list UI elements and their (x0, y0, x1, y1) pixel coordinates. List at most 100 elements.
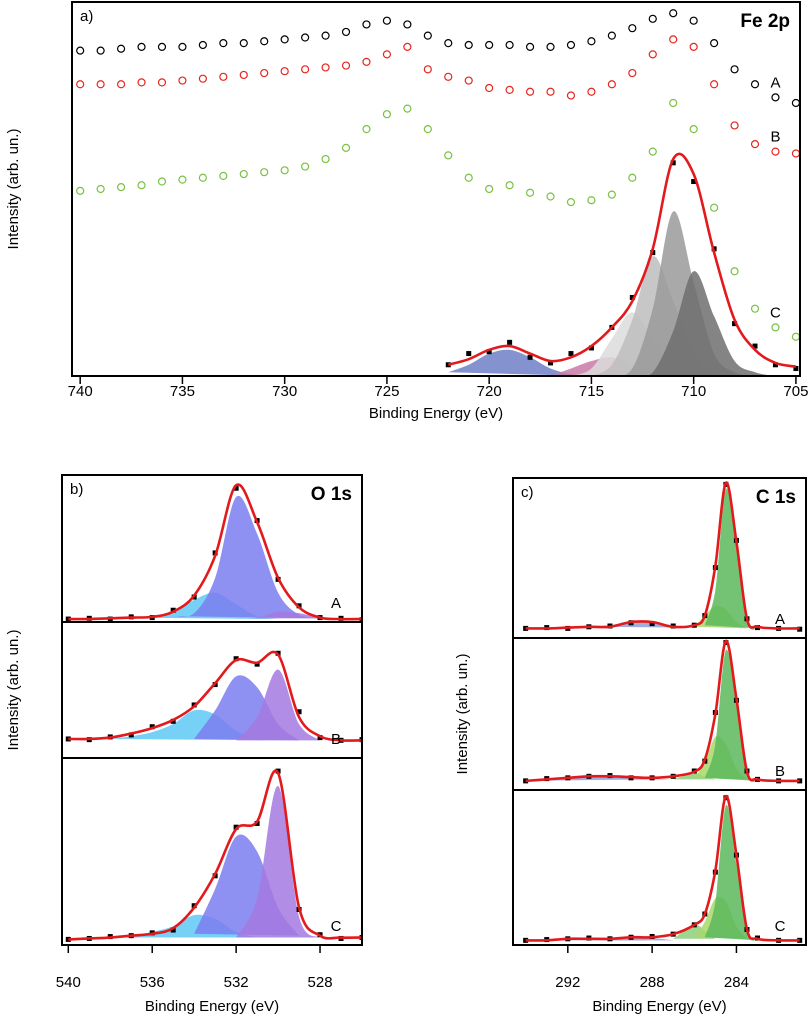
x-tick-label: 705 (783, 383, 808, 400)
data-point (649, 621, 655, 627)
data-point (566, 91, 576, 100)
fit-component (236, 669, 321, 741)
data-point (771, 323, 780, 332)
panel-label: b) (70, 481, 83, 498)
data-point (382, 110, 392, 119)
x-tick-label: 710 (681, 383, 706, 400)
y-axis-label: Intensity (arb. un.) (454, 654, 471, 775)
data-point (382, 50, 392, 59)
spectrum-label: B (775, 763, 785, 780)
fit-component (704, 488, 758, 630)
panel-label: a) (80, 8, 93, 25)
data-point (710, 39, 719, 48)
data-point (403, 104, 412, 113)
data-point (198, 40, 207, 50)
data-point (260, 68, 269, 78)
plot-area (65, 483, 362, 622)
data-point (546, 87, 555, 96)
y-axis-label: Intensity (arb. un.) (5, 129, 22, 250)
y-axis-label: Intensity (arb. un.) (5, 630, 22, 751)
data-point (607, 80, 616, 89)
data-point (771, 147, 780, 156)
data-point (178, 42, 187, 51)
data-point (648, 147, 657, 156)
data-point (791, 149, 800, 158)
data-point (321, 63, 330, 72)
x-tick-label: 725 (374, 383, 399, 400)
plot-area (65, 768, 362, 942)
data-point (710, 203, 719, 212)
data-point (568, 351, 574, 357)
data-point (525, 42, 535, 51)
panel-title: C 1s (756, 487, 796, 508)
data-point (96, 80, 105, 89)
x-axis-label: Binding Energy (eV) (145, 998, 279, 1015)
data-point (444, 39, 453, 48)
data-point (670, 160, 676, 166)
plot-frame (512, 789, 807, 946)
data-point (254, 661, 260, 667)
data-point (607, 190, 616, 199)
fit-component (704, 649, 758, 783)
data-point (730, 121, 739, 130)
plot-frame (512, 637, 807, 791)
data-point (301, 65, 310, 74)
data-point (116, 80, 126, 89)
data-point (362, 20, 371, 29)
data-point (732, 321, 738, 327)
data-point (280, 67, 289, 76)
fit-line (525, 639, 800, 783)
data-point (669, 35, 678, 44)
panel-title: Fe 2p (740, 11, 790, 32)
data-point (525, 87, 535, 96)
data-point (793, 366, 799, 372)
x-tick-label: 740 (68, 383, 93, 400)
panel: Intensity (arb. un.) B (5, 621, 363, 759)
plot-frame (71, 1, 801, 377)
data-point (96, 184, 105, 194)
data-point (486, 349, 492, 355)
data-point (423, 65, 432, 74)
data-point (628, 68, 637, 78)
data-point (157, 78, 167, 87)
data-point (341, 143, 351, 152)
data-point (76, 80, 85, 89)
data-point (170, 607, 176, 613)
panel-title: O 1s (311, 484, 352, 505)
data-point (137, 42, 146, 51)
fit-line (447, 152, 797, 368)
plot-area (65, 650, 362, 743)
panel: Intensity (arb. un.) B (454, 637, 807, 791)
plot-area (523, 794, 803, 943)
x-tick-label: 288 (640, 974, 665, 991)
data-point (116, 183, 126, 192)
data-point (750, 304, 760, 313)
data-point (628, 173, 637, 182)
fit-line (525, 481, 800, 630)
plot-area (523, 639, 803, 784)
data-point (382, 16, 392, 25)
data-point (301, 33, 310, 42)
data-point (628, 24, 637, 33)
data-point (546, 192, 555, 201)
x-tick-label: 284 (724, 974, 749, 991)
fit-component (448, 349, 592, 376)
data-point (464, 40, 473, 50)
series-label: C (770, 304, 781, 321)
fit-line (68, 769, 362, 941)
data-point (219, 171, 228, 181)
x-tick-label: 532 (224, 974, 249, 991)
x-tick-label: 292 (555, 974, 580, 991)
x-tick-label: 720 (477, 383, 502, 400)
data-point (239, 70, 248, 80)
data-point (178, 76, 187, 85)
data-point (362, 125, 371, 134)
data-point (260, 168, 269, 177)
data-point (791, 98, 800, 108)
data-point (791, 332, 800, 341)
data-point (219, 72, 228, 81)
data-point (280, 35, 289, 44)
data-point (588, 345, 594, 351)
x-tick-label: 735 (170, 383, 195, 400)
